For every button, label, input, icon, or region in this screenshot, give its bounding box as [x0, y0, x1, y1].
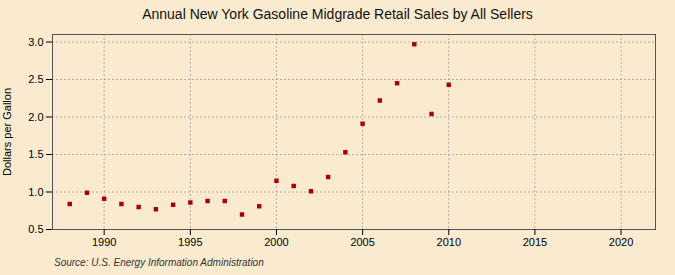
- svg-text:3.0: 3.0: [28, 36, 43, 48]
- svg-text:2015: 2015: [523, 236, 547, 248]
- html-text:Annual New York Gasoline Midgr: Annual New York Gasoline Midgrade Retail…: [142, 6, 533, 22]
- svg-text:2000: 2000: [264, 236, 288, 248]
- svg-text:1.0: 1.0: [28, 186, 43, 198]
- html-text:Source: U.S. Energy Informatio: Source: U.S. Energy Information Administ…: [54, 257, 264, 268]
- svg-text:2005: 2005: [350, 236, 374, 248]
- svg-text:2.5: 2.5: [28, 73, 43, 85]
- svg-text:1995: 1995: [178, 236, 202, 248]
- svg-text:Dollars per Gallon: Dollars per Gallon: [1, 88, 13, 176]
- svg-text:0.5: 0.5: [28, 223, 43, 235]
- svg-text:1990: 1990: [92, 236, 116, 248]
- svg-text:1.5: 1.5: [28, 148, 43, 160]
- svg-text:2010: 2010: [437, 236, 461, 248]
- svg-text:2.0: 2.0: [28, 111, 43, 123]
- svg-text:2020: 2020: [609, 236, 633, 248]
